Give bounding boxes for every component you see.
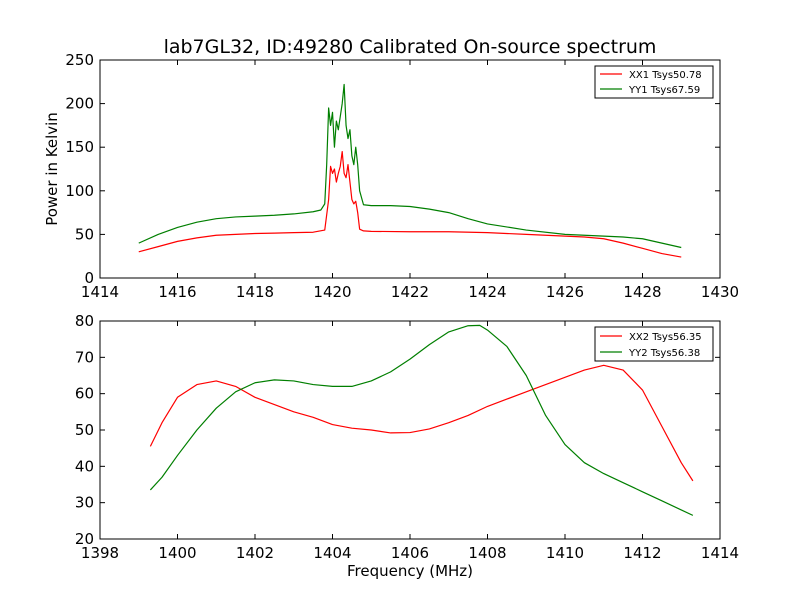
top-y-tick-label: 100	[65, 182, 94, 200]
bottom-y-tick-label: 50	[75, 421, 94, 439]
bottom-x-tick-label: 1400	[158, 544, 196, 562]
bottom-x-tick-label: 1410	[546, 544, 584, 562]
bottom-y-tick-label: 60	[75, 385, 94, 403]
bottom-x-axis-label: Frequency (MHz)	[347, 562, 473, 580]
top-x-tick-label: 1414	[81, 283, 119, 301]
bottom-legend-label-yy2: YY2 Tsys56.38	[628, 348, 700, 359]
bottom-x-tick-label: 1414	[701, 544, 739, 562]
top-y-tick-label: 200	[65, 95, 94, 113]
bottom-x-tick-label: 1406	[391, 544, 429, 562]
top-x-tick-label: 1418	[236, 283, 274, 301]
bottom-y-tick-label: 80	[75, 312, 94, 330]
top-x-tick-label: 1430	[701, 283, 739, 301]
bottom-legend: XX2 Tsys56.35 YY2 Tsys56.38	[594, 326, 714, 362]
bottom-series-line-xx2	[149, 364, 694, 482]
bottom-axis-ticks: 1398 1400 1402 1404 1406 1408 1410 1412 1414 20 30…	[75, 312, 739, 562]
top-legend-box	[594, 65, 714, 99]
top-y-tick-label: 250	[65, 51, 94, 69]
bottom-legend-label-xx2: XX2 Tsys56.35	[629, 332, 702, 343]
top-x-tick-label: 1422	[391, 283, 429, 301]
top-y-axis-label: Power in Kelvin	[43, 112, 61, 226]
top-legend: XX1 Tsys50.78 YY1 Tsys67.59	[594, 65, 714, 99]
bottom-y-tick-label: 40	[75, 457, 94, 475]
bottom-x-tick-label: 1404	[313, 544, 351, 562]
bottom-y-tick-label: 20	[75, 530, 94, 548]
top-x-tick-label: 1428	[623, 283, 661, 301]
top-series-lines	[138, 83, 682, 258]
bottom-spectrum-panel: 1398 1400 1402 1404 1406 1408 1410 1412 1414 20 30…	[75, 312, 739, 580]
top-y-tick-label: 0	[84, 269, 94, 287]
bottom-x-tick-label: 1408	[468, 544, 506, 562]
top-axis-ticks: 1414 1416 1418 1420 1422 1424 1426 1428 1430 0 50 1…	[65, 51, 739, 301]
top-spectrum-panel: 1414 1416 1418 1420 1422 1424 1426 1428 1430 0 50 1…	[43, 51, 739, 301]
bottom-y-tick-label: 70	[75, 348, 94, 366]
top-legend-label-yy1: YY1 Tsys67.59	[628, 85, 700, 96]
bottom-y-tick-label: 30	[75, 494, 94, 512]
top-y-tick-label: 50	[75, 225, 94, 243]
top-x-tick-label: 1426	[546, 283, 584, 301]
top-legend-label-xx1: XX1 Tsys50.78	[629, 70, 702, 81]
bottom-series-line-yy2	[149, 324, 694, 516]
bottom-x-tick-label: 1398	[81, 544, 119, 562]
bottom-x-tick-label: 1412	[623, 544, 661, 562]
top-series-line-yy1	[138, 83, 682, 249]
top-x-tick-label: 1424	[468, 283, 506, 301]
top-x-tick-label: 1416	[158, 283, 196, 301]
top-y-tick-label: 150	[65, 138, 94, 156]
top-series-line-xx1	[138, 150, 682, 258]
bottom-x-tick-label: 1402	[236, 544, 274, 562]
bottom-legend-box	[594, 326, 714, 362]
top-x-tick-label: 1420	[313, 283, 351, 301]
bottom-series-lines	[149, 324, 694, 516]
figure-title: lab7GL32, ID:49280 Calibrated On-source …	[164, 36, 657, 58]
